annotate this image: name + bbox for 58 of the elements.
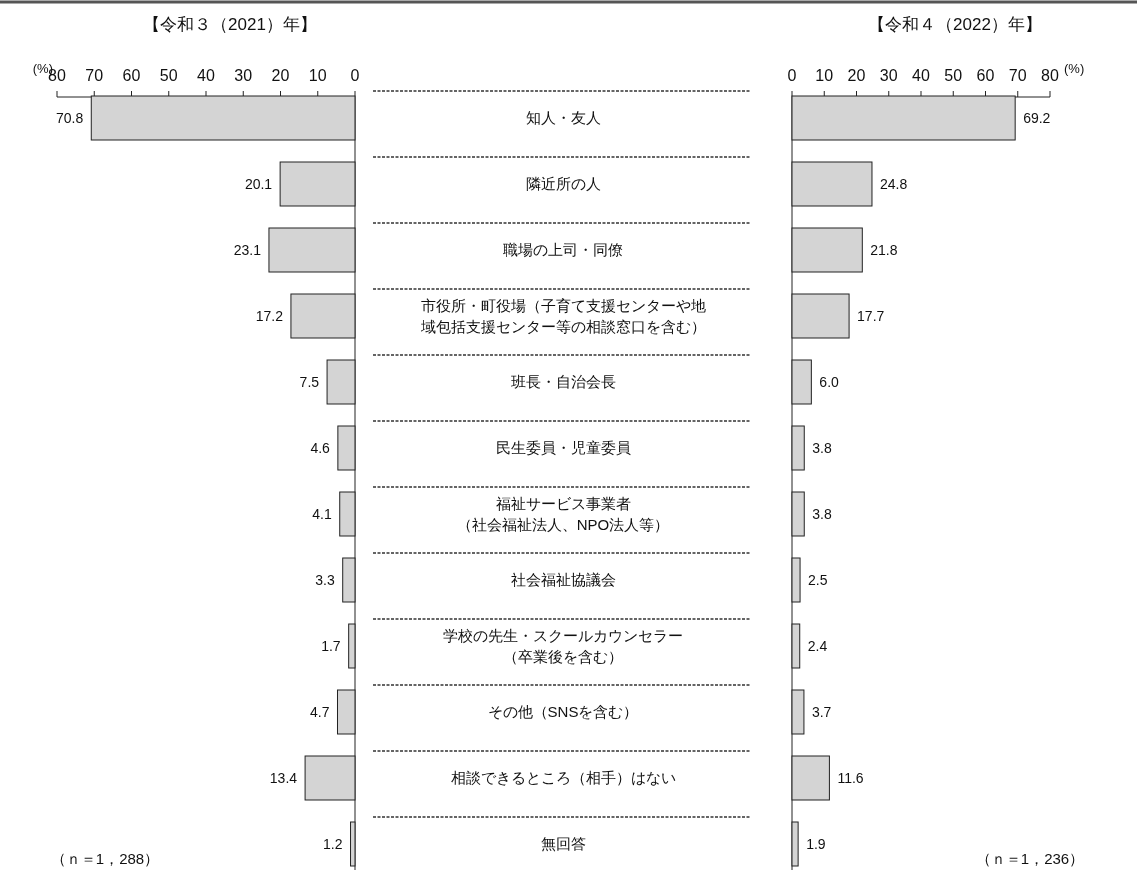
data-label: 1.2 — [323, 836, 343, 852]
data-label: 4.7 — [310, 704, 330, 720]
y-tick-label: 知人・友人 — [525, 109, 601, 126]
data-label: 6.0 — [819, 374, 840, 390]
data-label: 11.6 — [837, 770, 864, 786]
data-label: 4.6 — [310, 440, 331, 456]
data-label: 3.3 — [315, 572, 335, 588]
annotation: （ｎ＝1，236） — [975, 850, 1085, 867]
y-tick-label: その他（SNSを含む） — [487, 703, 639, 720]
y-tick-label: 社会福祉協議会 — [510, 571, 616, 588]
data-label: 7.5 — [299, 374, 320, 390]
data-label: 20.1 — [244, 176, 273, 192]
annotation: （ｎ＝1，288） — [50, 850, 160, 867]
x-tick-label: 30 — [234, 67, 253, 84]
x-tick-label: 20 — [271, 67, 290, 84]
data-label: 24.8 — [879, 176, 908, 192]
data-label: 70.8 — [56, 110, 84, 126]
x-tick-label: 50 — [944, 67, 963, 84]
data-label: 2.5 — [808, 572, 828, 588]
y-tick-label: 市役所・町役場（子育て支援センターや地域包括支援センター等の相談窓口を含む） — [419, 296, 706, 335]
y-tick-label: 福祉サービス事業者（社会福祉法人、NPO法人等） — [456, 494, 670, 533]
y-tick-label: 職場の上司・同僚 — [503, 241, 623, 258]
data-label: 4.1 — [312, 506, 332, 522]
x-tick-label: 30 — [879, 67, 898, 84]
x-tick-label: 60 — [976, 67, 995, 84]
data-label: 2.4 — [807, 638, 828, 654]
x-axis-title: (%) — [1064, 61, 1085, 76]
x-tick-label: 50 — [159, 67, 178, 84]
x-tick-label: 0 — [350, 67, 360, 84]
data-label: 1.7 — [321, 638, 341, 654]
data-label: 1.9 — [806, 836, 826, 852]
data-label: 13.4 — [269, 770, 298, 786]
x-tick-label: 70 — [1008, 67, 1027, 84]
x-tick-label: 20 — [847, 67, 866, 84]
x-tick-label: 70 — [85, 67, 104, 84]
x-tick-label: 40 — [912, 67, 930, 84]
data-label: 3.7 — [811, 704, 832, 720]
x-tick-label: 60 — [122, 67, 141, 84]
y-tick-label: 相談できるところ（相手）はない — [450, 769, 676, 786]
x-tick-label: 10 — [308, 67, 327, 84]
x-tick-label: 40 — [197, 67, 215, 84]
y-tick-label: 班長・自治会長 — [510, 373, 616, 390]
y-tick-label: 無回答 — [540, 835, 586, 852]
data-label: 69.2 — [1023, 110, 1051, 126]
data-label: 17.7 — [857, 308, 885, 324]
data-label: 17.2 — [255, 308, 284, 324]
chart-title: 【令和４（2022）年】 — [868, 15, 1042, 34]
x-tick-label: 0 — [787, 67, 797, 84]
chart-title: 【令和３（2021）年】 — [143, 15, 317, 34]
y-tick-label: 民生委員・児童委員 — [495, 439, 631, 456]
data-label: 23.1 — [233, 242, 262, 258]
data-label: 3.8 — [812, 440, 832, 456]
x-tick-label: 10 — [815, 67, 834, 84]
data-label: 21.8 — [870, 242, 898, 258]
data-label: 3.8 — [812, 506, 832, 522]
x-tick-label: 80 — [1041, 67, 1059, 84]
y-tick-label: 学校の先生・スクールカウンセラー（卒業後を含む） — [443, 626, 683, 665]
y-tick-label: 隣近所の人 — [525, 175, 601, 192]
